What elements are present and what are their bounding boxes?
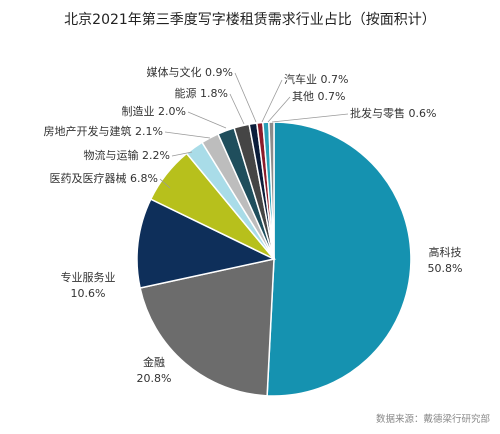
slice-value-label-1: 50.8% — [428, 262, 463, 275]
leader-line-11 — [267, 96, 291, 123]
slice-label-9: 媒体与文化 0.9% — [147, 65, 233, 79]
leader-line-12 — [271, 113, 349, 123]
slice-value-label-3: 10.6% — [71, 287, 106, 300]
slice-2 — [139, 258, 275, 397]
slice-label-7: 制造业 2.0% — [122, 104, 186, 118]
slice-name-label-1: 高科技 — [429, 245, 462, 259]
leader-line-10 — [261, 79, 283, 123]
slice-label-10: 汽车业 0.7% — [284, 72, 348, 86]
slice-label-8: 能源 1.8% — [175, 86, 228, 100]
slice-label-5: 物流与运输 2.2% — [84, 148, 170, 162]
slice-label-11: 其他 0.7% — [292, 90, 345, 103]
chart-title: 北京2021年第三季度写字楼租赁需求行业占比（按面积计） — [64, 11, 436, 28]
leader-line-7 — [187, 111, 227, 129]
slice-label-4: 医药及医疗器械 6.8% — [50, 171, 158, 185]
leader-line-5 — [171, 151, 193, 157]
leader-line-8 — [229, 93, 245, 125]
slice-name-label-3: 专业服务业 — [61, 270, 116, 284]
slice-label-12: 批发与零售 0.6% — [350, 106, 436, 120]
slice-value-label-2: 20.8% — [137, 372, 172, 385]
pie-slices — [136, 121, 412, 397]
slice-name-label-2: 金融 — [143, 355, 165, 369]
leader-line-6 — [164, 131, 211, 139]
slice-labels: 高科技 50.8% 金融 20.8% 专业服务业 10.6% 医药及医疗器械 6.8% 物流与… — [44, 65, 463, 385]
slice-label-6: 房地产开发与建筑 2.1% — [44, 124, 163, 138]
leader-line-9 — [234, 72, 257, 123]
leader-lines — [159, 72, 349, 189]
leader-line-4 — [159, 178, 171, 189]
slice-3 — [136, 198, 277, 289]
slice-1 — [266, 121, 412, 397]
source-note: 数据来源：戴德梁行研究部 — [376, 413, 490, 425]
